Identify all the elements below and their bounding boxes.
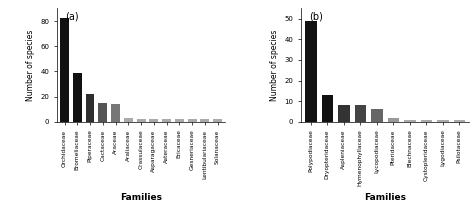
Bar [175,119,184,122]
Y-axis label: Number of species: Number of species [26,29,35,101]
Bar [86,94,94,122]
Bar [149,119,158,122]
Bar [73,73,82,122]
Bar [124,118,133,122]
Bar [437,120,448,122]
Bar [188,119,197,122]
Bar [454,120,465,122]
Bar [321,95,333,122]
Bar [338,105,350,122]
Bar [201,119,209,122]
Text: Families: Families [120,193,162,202]
Text: (b): (b) [310,12,323,22]
Y-axis label: Number of species: Number of species [270,29,279,101]
Bar [213,119,222,122]
Bar [137,119,146,122]
Bar [60,18,69,122]
Bar [355,105,366,122]
Bar [388,118,399,122]
Bar [371,109,383,122]
Bar [111,104,120,122]
Text: (a): (a) [65,12,79,22]
Text: Families: Families [364,193,406,202]
Bar [420,120,432,122]
Bar [162,119,171,122]
Bar [404,120,416,122]
Bar [98,103,107,122]
Bar [305,21,317,122]
